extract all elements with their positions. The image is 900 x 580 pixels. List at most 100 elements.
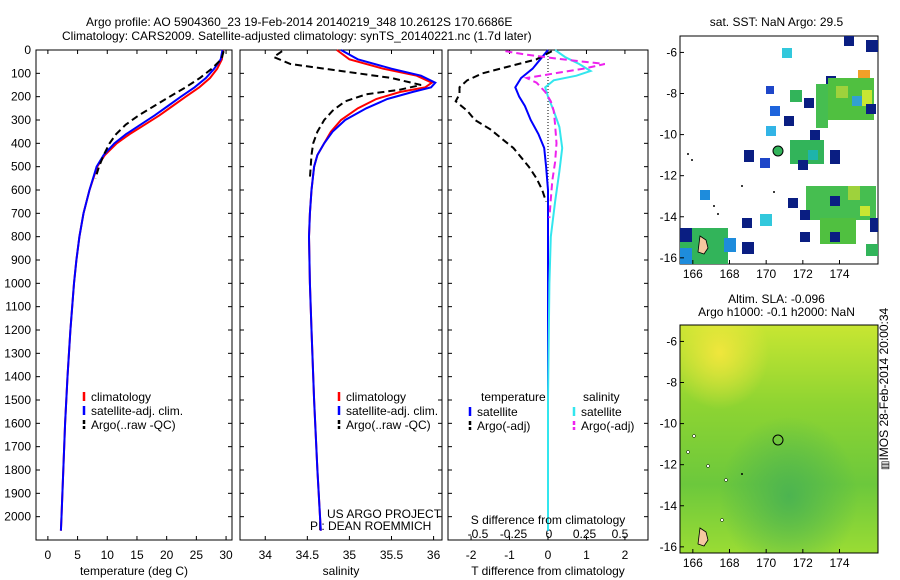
x-tick-label: 36 [427, 548, 441, 562]
map-lat-tick-label: -12 [660, 458, 678, 472]
depth-tick-label: 1400 [4, 370, 31, 384]
depth-tick-label: 1900 [4, 486, 31, 500]
x-tick-label: 35.5 [380, 548, 404, 562]
s-difference-axis-label: S difference from climatology [471, 513, 626, 527]
x-tick-label: 5 [74, 548, 81, 562]
map-lon-tick-label: 170 [756, 556, 776, 570]
map-lon-tick-label: 168 [719, 556, 739, 570]
x-tick-label: 34 [259, 548, 273, 562]
sla-map-title-line1: Altim. SLA: -0.096 [728, 292, 825, 306]
salinity-axis-label: salinity [323, 564, 360, 578]
figure-title-line2: Climatology: CARS2009. Satellite-adjuste… [62, 29, 532, 43]
depth-tick-label: 0 [24, 43, 31, 57]
temperature-axis-label: temperature (deg C) [80, 564, 188, 578]
x-tick-label: 34.5 [296, 548, 320, 562]
depth-tick-label: 1000 [4, 276, 31, 290]
depth-tick-label: 800 [11, 230, 31, 244]
difference-x-axis: -2 -1 0 1 2 -0.5 -0.25 0 0.25 0.5 [466, 50, 629, 562]
series-line-argo-raw-qc- [271, 50, 422, 179]
depth-tick-label: 300 [11, 113, 31, 127]
legend-title-temperature: temperature [481, 390, 546, 404]
map-lat-tick-label: -10 [660, 128, 678, 142]
s-diff-tick-label: -0.5 [468, 527, 489, 541]
x-tick-label: 30 [219, 548, 233, 562]
depth-tick-label: 1100 [5, 300, 31, 314]
map-lon-tick-label: 166 [683, 267, 703, 281]
s-diff-tick-label: 0.25 [573, 527, 597, 541]
map-lat-tick-label: -16 [660, 251, 678, 265]
depth-tick-label: 200 [11, 90, 31, 104]
depth-tick-label: 1700 [4, 440, 31, 454]
x-tick-label: 0 [45, 548, 52, 562]
t-difference-axis-label: T difference from climatology [471, 564, 625, 578]
legend-title-salinity: salinity [583, 390, 620, 404]
credit-line1: US ARGO PROJECT [327, 507, 442, 521]
legend-label: Argo(-adj) [477, 419, 530, 433]
depth-tick-label: 1200 [4, 323, 31, 337]
credit-line2: PI: DEAN ROEMMICH [310, 519, 432, 533]
map-lon-tick-label: 170 [756, 267, 776, 281]
depth-tick-label: 100 [11, 66, 31, 80]
x-tick-label: 2 [622, 548, 629, 562]
legend-label: satellite-adj. clim. [91, 404, 183, 418]
series-line-satellite-adj-clim- [59, 49, 224, 531]
legend-label: satellite [477, 405, 518, 419]
x-tick-label: -2 [466, 548, 477, 562]
depth-tick-label: 1800 [4, 463, 31, 477]
series-line-satellite-temperature [514, 49, 549, 531]
map-lon-tick-label: 168 [719, 267, 739, 281]
map-lat-tick-label: -6 [666, 45, 677, 59]
sla-map-frame [679, 324, 879, 554]
sst-map: 166 168 170 172 174 -6 -8 -10 -12 -14 -16 [660, 35, 879, 281]
salinity-series [271, 49, 437, 531]
argo-float-marker-sla [772, 434, 784, 446]
x-tick-label: 0 [545, 548, 552, 562]
legend-label: satellite-adj. clim. [346, 404, 438, 418]
sst-map-ticks: 166 168 170 172 174 -6 -8 -10 -12 -14 -16 [660, 45, 850, 281]
depth-tick-label: 900 [11, 253, 31, 267]
x-tick-label: -1 [504, 548, 515, 562]
series-line-argo-adj--temperature [454, 50, 553, 203]
depth-tick-label: 2000 [4, 510, 31, 524]
difference-series [454, 49, 606, 531]
map-lon-tick-label: 174 [829, 267, 849, 281]
map-lat-tick-label: -16 [660, 540, 678, 554]
s-diff-tick-label: -0.25 [500, 527, 528, 541]
series-line-argo-raw-qc- [94, 50, 225, 179]
x-tick-label: 10 [101, 548, 115, 562]
argo-float-marker [772, 145, 784, 157]
legend-label: Argo(..raw -QC) [346, 418, 431, 432]
series-line-climatology [307, 49, 434, 531]
x-tick-label: 15 [130, 548, 144, 562]
salinity-x-axis: 34 34.5 35 35.5 36 [259, 50, 441, 562]
depth-tick-label: 1600 [4, 416, 31, 430]
figure-title-line1: Argo profile: AO 5904360_23 19-Feb-2014 … [86, 15, 513, 29]
sst-map-title: sat. SST: NaN Argo: 29.5 [709, 15, 844, 29]
legend-label: Argo(-adj) [581, 419, 634, 433]
map-lat-tick-label: -10 [660, 417, 678, 431]
temperature-plot-frame [35, 49, 233, 541]
depth-tick-label: 1300 [4, 346, 31, 360]
map-lat-tick-label: -14 [660, 499, 678, 513]
temperature-series [59, 49, 225, 531]
s-diff-tick-label: 0 [546, 527, 553, 541]
map-lon-tick-label: 166 [683, 556, 703, 570]
sla-map: 166 168 170 172 174 -6 -8 -10 -12 -14 -16 [660, 324, 879, 570]
temperature-x-axis: 0 5 10 15 20 25 30 [45, 50, 233, 562]
map-lon-tick-label: 172 [793, 556, 813, 570]
x-tick-label: 1 [583, 548, 590, 562]
series-line-climatology [59, 49, 225, 531]
sla-map-ticks: 166 168 170 172 174 -6 -8 -10 -12 -14 -16 [660, 334, 850, 570]
depth-tick-label: 500 [11, 160, 31, 174]
map-lat-tick-label: -14 [660, 210, 678, 224]
legend-label: climatology [346, 390, 406, 404]
legend-label: satellite [581, 405, 622, 419]
depth-axis: 0 100 200 300 400 500 600 700 800 900 1000 1100 1200… [4, 43, 648, 524]
depth-tick-label: 1500 [4, 393, 31, 407]
depth-tick-label: 600 [11, 183, 31, 197]
x-tick-label: 35 [343, 548, 357, 562]
map-lat-tick-label: -12 [660, 169, 678, 183]
series-line-satellite-adj-clim- [307, 49, 437, 531]
